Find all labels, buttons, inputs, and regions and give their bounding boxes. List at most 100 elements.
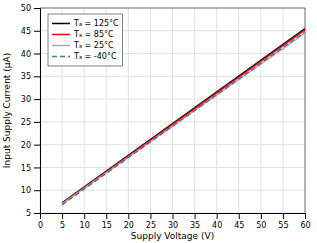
tick-label: 5 bbox=[60, 221, 65, 230]
tick-label: 50 bbox=[21, 4, 31, 13]
legend-label: Tₐ = 85°C bbox=[73, 30, 114, 39]
tick: 15 bbox=[102, 213, 112, 230]
legend-handle bbox=[52, 23, 70, 25]
legend-label: Tₐ = -40°C bbox=[73, 52, 117, 61]
grid-line-y bbox=[40, 99, 305, 100]
tick-label: 30 bbox=[168, 221, 178, 230]
tick-mark bbox=[34, 99, 40, 100]
tick-mark bbox=[34, 122, 40, 123]
grid-line-x bbox=[305, 8, 306, 213]
tick-mark bbox=[34, 8, 40, 9]
grid-line-y bbox=[40, 121, 305, 122]
tick: 25 bbox=[146, 213, 156, 230]
grid-line-x bbox=[260, 8, 261, 213]
grid-line-y bbox=[40, 144, 305, 145]
tick-mark bbox=[150, 213, 151, 219]
tick-label: 15 bbox=[102, 221, 112, 230]
tick: 30 bbox=[168, 213, 178, 230]
chart: 0510152025303540455055605101520253035404… bbox=[0, 0, 317, 243]
tick: 5 bbox=[26, 209, 40, 218]
series-line bbox=[62, 30, 305, 204]
tick-mark bbox=[173, 213, 174, 219]
tick-label: 20 bbox=[21, 141, 31, 150]
tick-mark bbox=[239, 213, 240, 219]
series-line bbox=[62, 32, 305, 205]
tick-mark bbox=[261, 213, 262, 219]
x-axis-title: Supply Voltage (V) bbox=[131, 231, 214, 241]
grid-line-x bbox=[282, 8, 283, 213]
plot: 0510152025303540455055605101520253035404… bbox=[21, 4, 311, 230]
frame bbox=[305, 8, 306, 213]
tick-label: 30 bbox=[21, 95, 31, 104]
tick-mark bbox=[34, 76, 40, 77]
tick-mark bbox=[34, 31, 40, 32]
tick-mark bbox=[34, 190, 40, 191]
tick: 45 bbox=[234, 213, 244, 230]
y-axis: 5 10 15 20 25 30 35 40 45 50 bbox=[21, 4, 41, 218]
tick-mark bbox=[128, 213, 129, 219]
grid-line-y bbox=[40, 167, 305, 168]
tick-label: 0 bbox=[38, 221, 43, 230]
tick: 20 bbox=[21, 141, 40, 150]
legend-label: Tₐ = 25°C bbox=[73, 41, 114, 50]
tick-label: 5 bbox=[26, 209, 31, 218]
tick-label: 35 bbox=[190, 221, 200, 230]
legend-handle bbox=[52, 34, 70, 36]
y-axis-title: Input Supply Current (μA) bbox=[2, 53, 12, 168]
tick-mark bbox=[305, 213, 306, 219]
tick: 30 bbox=[21, 95, 40, 104]
tick-label: 25 bbox=[21, 118, 31, 127]
tick-mark bbox=[34, 145, 40, 146]
tick-mark bbox=[34, 213, 40, 214]
tick-label: 40 bbox=[21, 50, 31, 59]
tick-label: 35 bbox=[21, 72, 31, 81]
legend: Tₐ = 125°C Tₐ = 85°C Tₐ = 25°C Tₐ = -40°C bbox=[48, 14, 123, 66]
tick-label: 20 bbox=[124, 221, 134, 230]
grid-line-y bbox=[40, 8, 305, 9]
series-line bbox=[62, 33, 305, 204]
tick-label: 45 bbox=[21, 27, 31, 36]
tick: 0 bbox=[38, 213, 43, 230]
tick-mark bbox=[195, 213, 196, 219]
x-axis: 051015202530354045505560 bbox=[38, 213, 311, 230]
tick-mark bbox=[62, 213, 63, 219]
tick-label: 10 bbox=[21, 186, 31, 195]
legend-label: Tₐ = 125°C bbox=[73, 19, 119, 28]
tick: 35 bbox=[190, 213, 200, 230]
grid bbox=[40, 8, 305, 213]
grid-line-x bbox=[172, 8, 173, 213]
legend-handle bbox=[52, 45, 70, 47]
tick: 5 bbox=[60, 213, 65, 230]
series-line bbox=[62, 29, 305, 203]
tick: 50 bbox=[21, 4, 40, 13]
grid-line-x bbox=[238, 8, 239, 213]
tick-label: 15 bbox=[21, 164, 31, 173]
tick-label: 45 bbox=[234, 221, 244, 230]
tick-label: 40 bbox=[212, 221, 222, 230]
tick-label: 10 bbox=[80, 221, 90, 230]
grid-line-x bbox=[150, 8, 151, 213]
tick-label: 50 bbox=[256, 221, 266, 230]
grid-line-y bbox=[40, 76, 305, 77]
tick-mark bbox=[283, 213, 284, 219]
tick: 40 bbox=[21, 50, 40, 59]
tick-label: 60 bbox=[300, 221, 310, 230]
tick-mark bbox=[217, 213, 218, 219]
tick: 15 bbox=[21, 164, 40, 173]
grid-line-x bbox=[128, 8, 129, 213]
tick: 40 bbox=[212, 213, 222, 230]
tick: 10 bbox=[21, 186, 40, 195]
tick-mark bbox=[84, 213, 85, 219]
tick: 60 bbox=[300, 213, 310, 230]
tick: 25 bbox=[21, 118, 40, 127]
axis-line bbox=[41, 214, 306, 220]
legend-handle bbox=[52, 56, 70, 58]
grid-line-x bbox=[216, 8, 217, 213]
tick: 50 bbox=[256, 213, 266, 230]
axis-line bbox=[34, 9, 41, 214]
lines bbox=[62, 29, 305, 205]
frame bbox=[40, 8, 305, 9]
tick: 10 bbox=[80, 213, 90, 230]
legend-box bbox=[48, 14, 123, 66]
tick: 45 bbox=[21, 27, 40, 36]
